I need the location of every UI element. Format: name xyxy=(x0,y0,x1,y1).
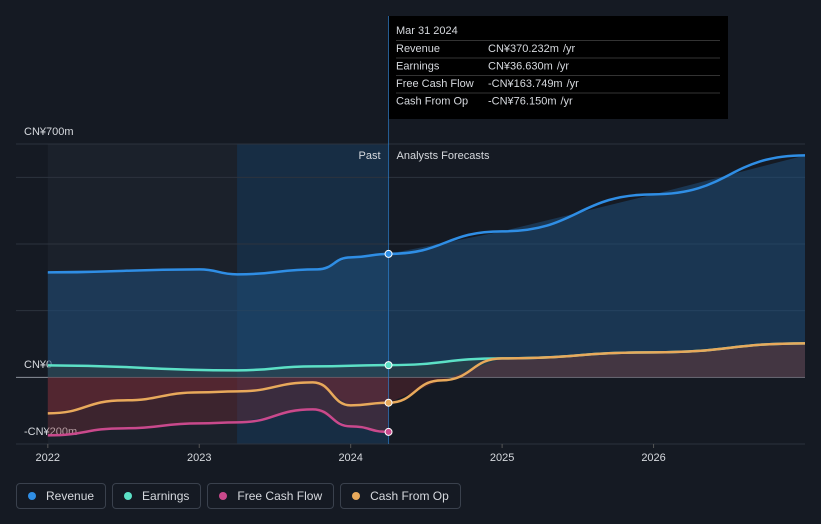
tooltip-unit: /yr xyxy=(557,60,570,72)
tooltip-box xyxy=(389,16,728,119)
series-line xyxy=(47,154,806,276)
legend: Revenue Earnings Free Cash Flow Cash From O… xyxy=(16,483,461,509)
hover-dot xyxy=(384,249,393,258)
tooltip-name: Free Cash Flow xyxy=(396,78,474,90)
series-line xyxy=(47,408,389,437)
legend-label: Free Cash Flow xyxy=(237,489,323,503)
legend-item[interactable]: Revenue xyxy=(16,483,107,509)
hover-dot xyxy=(384,361,393,370)
x-tick-label: 2023 xyxy=(187,452,211,464)
legend-swatch xyxy=(219,492,228,500)
series-area xyxy=(47,377,389,436)
tooltip: Mar 31 2024 Revenue CN¥370.232m/yr Earnings… xyxy=(389,16,728,119)
tooltip-unit: /yr xyxy=(560,95,573,107)
legend-item[interactable]: Free Cash Flow xyxy=(207,483,335,509)
hover-dot xyxy=(384,398,393,407)
legend-item[interactable]: Earnings xyxy=(112,483,202,509)
series-area xyxy=(47,155,805,378)
legend-item[interactable]: Cash From Op xyxy=(340,483,461,509)
past-label: Past xyxy=(359,150,381,162)
y-tick-label: CN¥0 xyxy=(24,359,52,371)
legend-label: Revenue xyxy=(46,489,95,503)
legend-label: Cash From Op xyxy=(370,489,449,503)
x-tick-label: 2026 xyxy=(641,452,665,464)
x-tick-label: 2024 xyxy=(338,452,362,464)
tooltip-value: CN¥370.232m xyxy=(488,43,559,55)
legend-swatch xyxy=(28,492,36,500)
tooltip-value: CN¥36.630m xyxy=(488,60,553,72)
tooltip-value: -CN¥76.150m xyxy=(488,95,556,107)
tooltip-unit: /yr xyxy=(567,78,580,90)
tooltip-title: Mar 31 2024 xyxy=(396,25,458,37)
series-area xyxy=(47,343,805,414)
y-tick-label: CN¥700m xyxy=(24,126,74,138)
forecast-label: Analysts Forecasts xyxy=(397,150,490,162)
tooltip-name: Earnings xyxy=(396,60,440,72)
series-line xyxy=(47,342,806,415)
series-area xyxy=(47,343,805,378)
legend-label: Earnings xyxy=(142,489,190,503)
hover-dot xyxy=(384,427,393,436)
tooltip-name: Revenue xyxy=(396,43,440,55)
tooltip-name: Cash From Op xyxy=(396,95,468,107)
legend-swatch xyxy=(352,492,361,500)
tooltip-unit: /yr xyxy=(563,43,576,55)
x-tick-label: 2022 xyxy=(36,452,60,464)
legend-swatch xyxy=(124,492,133,500)
x-tick-label: 2025 xyxy=(490,452,514,464)
tooltip-value: -CN¥163.749m xyxy=(488,78,563,90)
